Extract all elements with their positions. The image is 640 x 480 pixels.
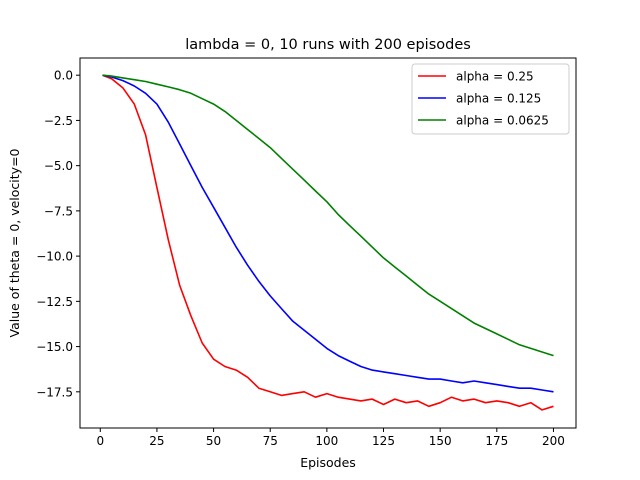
y-axis: 0.0 −2.5 −5.0 −7.5 −10.0 −12.5 −15.0 −17.5 <box>36 69 80 399</box>
x-tick-label: 50 <box>206 434 221 448</box>
series-line-2 <box>102 74 554 393</box>
x-axis-label: Episodes <box>300 455 356 470</box>
y-tick-label: 0.0 <box>54 69 73 83</box>
legend-label-1: alpha = 0.25 <box>456 70 534 84</box>
legend-label-3: alpha = 0.0625 <box>456 114 549 128</box>
plot-area: 0 25 50 75 100 125 150 175 200 0.0 −2.5 −5.0 −7.5 −1… <box>36 57 577 448</box>
y-axis-label: Value of theta = 0, velocity=0 <box>7 148 22 337</box>
x-tick-label: 25 <box>149 434 164 448</box>
x-axis: 0 25 50 75 100 125 150 175 200 <box>96 428 565 448</box>
legend-label-2: alpha = 0.125 <box>456 92 541 106</box>
x-tick-label: 150 <box>429 434 452 448</box>
y-tick-label: −10.0 <box>36 250 73 264</box>
x-tick-label: 125 <box>372 434 395 448</box>
legend-box <box>411 63 570 135</box>
series-line-3 <box>102 74 554 357</box>
y-tick-label: −7.5 <box>44 204 73 218</box>
y-tick-label: −15.0 <box>36 340 73 354</box>
x-tick-label: 0 <box>96 434 104 448</box>
legend: alpha = 0.25 alpha = 0.125 alpha = 0.0625 <box>411 63 570 135</box>
x-tick-label: 100 <box>315 434 338 448</box>
x-tick-label: 75 <box>263 434 278 448</box>
x-tick-label: 200 <box>542 434 565 448</box>
series-line-1 <box>102 74 554 411</box>
axes-frame <box>79 57 577 429</box>
chart-title: lambda = 0, 10 runs with 200 episodes <box>185 37 471 53</box>
y-tick-label: −12.5 <box>36 295 73 309</box>
y-tick-label: −2.5 <box>44 114 73 128</box>
series-layer <box>102 74 554 411</box>
x-tick-label: 175 <box>485 434 508 448</box>
y-tick-label: −17.5 <box>36 385 73 399</box>
y-tick-label: −5.0 <box>44 159 73 173</box>
